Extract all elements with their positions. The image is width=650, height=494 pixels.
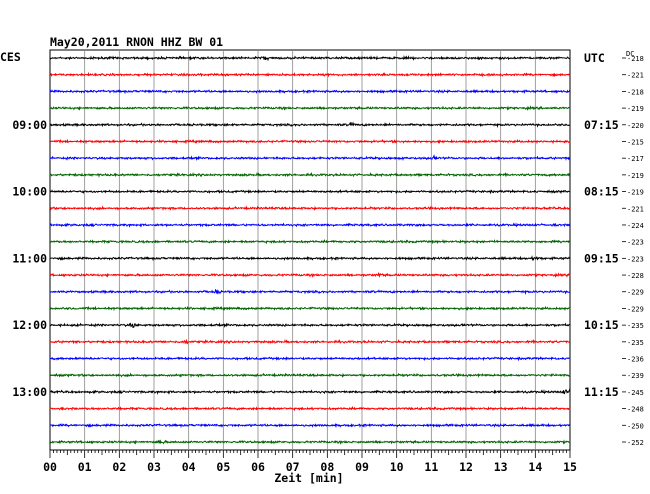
x-tick-label: 11 (424, 460, 438, 474)
seismogram-trace (49, 372, 571, 378)
dc-value: -223 (627, 239, 644, 247)
seismogram-trace (49, 422, 571, 429)
seismogram-trace (49, 355, 571, 362)
seismogram-trace (49, 54, 571, 62)
left-time-label: 12:00 (12, 318, 47, 332)
right-time-label: 07:15 (584, 118, 619, 132)
plot-frame (49, 49, 571, 451)
dc-value: -252 (627, 439, 644, 447)
dc-value: -218 (627, 55, 644, 63)
dc-value: -236 (627, 356, 644, 364)
seismogram-trace (49, 205, 571, 211)
dc-value: -224 (627, 222, 644, 230)
x-tick-label: 03 (147, 460, 161, 474)
dc-value: -229 (627, 305, 644, 313)
seismogram-trace (49, 238, 571, 245)
dc-value: -239 (627, 372, 644, 380)
x-tick-label: 05 (216, 460, 230, 474)
dc-value: -219 (627, 105, 644, 113)
dc-value: -229 (627, 289, 644, 297)
dc-value: -221 (627, 205, 644, 213)
right-time-label: 09:15 (584, 251, 619, 265)
seismogram-trace (49, 88, 571, 95)
seismogram-trace (49, 405, 571, 412)
seismogram-trace (49, 388, 571, 395)
seismogram-trace (49, 305, 571, 312)
seismogram-trace (49, 255, 571, 262)
right-time-label: 11:15 (584, 385, 619, 399)
dc-value: -235 (627, 339, 644, 347)
dc-value: -235 (627, 322, 644, 330)
seismogram-trace (49, 271, 571, 278)
x-tick-label: 06 (251, 460, 265, 474)
chart-title: May20,2011 RNON HHZ BW 01 (50, 35, 223, 49)
x-tick-label: 01 (78, 460, 92, 474)
seismogram-trace (49, 138, 571, 145)
dc-value: -223 (627, 255, 644, 263)
left-time-label: 11:00 (12, 251, 47, 265)
x-axis: 00 01 02 03 04 05 06 07 08 09 10 11 12 13 14 15 (43, 450, 577, 474)
dc-value: -215 (627, 138, 644, 146)
x-tick-label: 14 (528, 460, 542, 474)
seismogram-trace (49, 222, 571, 228)
seismogram-trace (49, 154, 571, 161)
dc-value: -248 (627, 406, 644, 414)
seismogram-trace (49, 171, 571, 178)
left-time-label: 10:00 (12, 185, 47, 199)
dc-value: -217 (627, 155, 644, 163)
dc-value: -250 (627, 422, 644, 430)
dc-value: -228 (627, 272, 644, 280)
dc-header: DC (626, 50, 634, 58)
dc-value: -219 (627, 172, 644, 180)
x-tick-label: 00 (43, 460, 57, 474)
seismogram-trace (49, 322, 571, 329)
right-time-label: 10:15 (584, 318, 619, 332)
seismogram-traces (49, 54, 571, 445)
seismogram-trace (49, 288, 571, 296)
x-tick-label: 08 (320, 460, 334, 474)
x-axis-label: Zeit [min] (274, 471, 343, 485)
time-labels: CES DC 09:00 10:00 11:00 12:00 13:00 UTC 07:15 08… (0, 50, 644, 447)
dc-value: -245 (627, 389, 644, 397)
x-tick-label: 12 (459, 460, 473, 474)
left-time-label: 09:00 (12, 118, 47, 132)
seismogram-trace (49, 188, 571, 195)
x-tick-label: 13 (494, 460, 508, 474)
x-tick-label: 04 (182, 460, 196, 474)
right-time-label: 08:15 (584, 185, 619, 199)
x-tick-label: 09 (355, 460, 369, 474)
dc-value: -220 (627, 122, 644, 130)
seismogram-trace (49, 105, 571, 112)
x-tick-label: 10 (390, 460, 404, 474)
minute-grid (49, 49, 571, 451)
dc-value: -219 (627, 189, 644, 197)
dc-value: -218 (627, 88, 644, 96)
x-tick-label: 02 (112, 460, 126, 474)
seismogram-trace (49, 71, 571, 78)
dc-value: -221 (627, 72, 644, 80)
left-time-label: 13:00 (12, 385, 47, 399)
seismogram-trace (49, 338, 571, 345)
right-time-label: UTC (584, 51, 605, 65)
seismogram-trace (49, 439, 571, 445)
seismogram-trace (49, 121, 571, 129)
x-tick-label: 15 (563, 460, 577, 474)
left-zone-label: CES (0, 50, 21, 64)
x-tick-label: 07 (286, 460, 300, 474)
